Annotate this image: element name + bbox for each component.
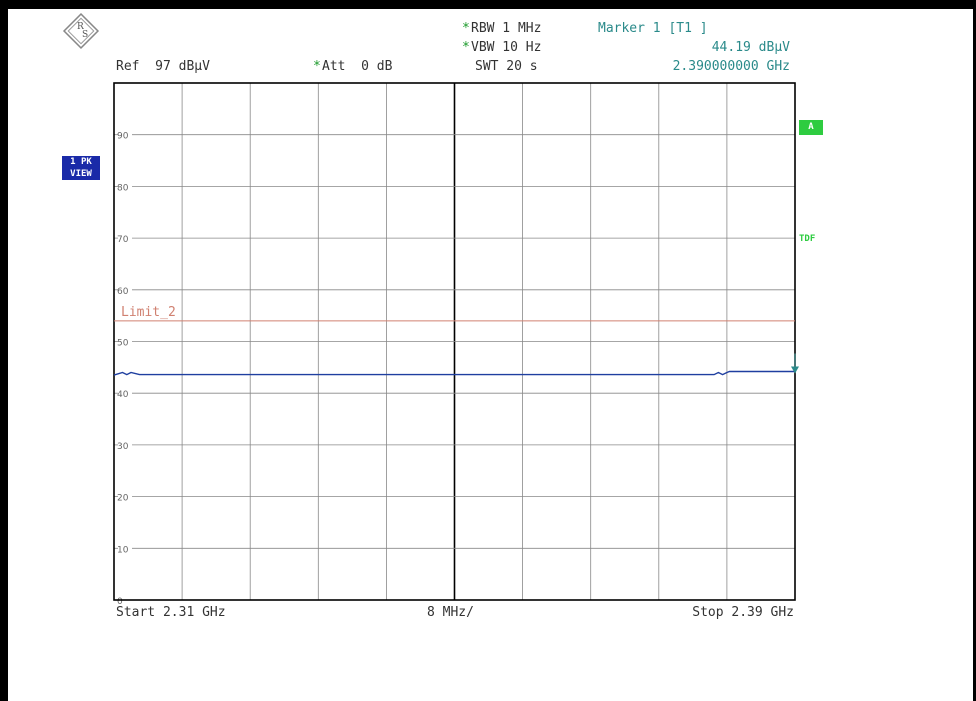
window-left-border <box>0 0 8 701</box>
rbw-label: RBW 1 MHz <box>471 21 542 36</box>
trace-mode-badge: 1 PK VIEW <box>62 156 100 180</box>
y-tick-label: 40 <box>117 390 129 400</box>
y-tick-label: 0 <box>117 597 123 607</box>
start-frequency-label: Start 2.31 GHz <box>116 605 226 620</box>
span-per-div-label: 8 MHz/ <box>427 605 474 620</box>
y-tick-label: 50 <box>117 339 129 349</box>
attenuation-label: Att 0 dB <box>322 59 393 74</box>
tdf-label: TDF <box>799 234 816 244</box>
sweep-time-label: SWT 20 s <box>475 59 538 74</box>
marker-title: Marker 1 [T1 ] <box>598 21 708 36</box>
trace-line <box>113 370 795 376</box>
y-tick-label: 60 <box>117 287 129 297</box>
y-tick-label: 80 <box>117 183 129 193</box>
window-right-border <box>973 0 976 701</box>
ref-level-label: Ref 97 dBµV <box>116 59 210 74</box>
trace-detector-label: 1 PK <box>70 157 92 167</box>
window-top-border <box>0 0 976 9</box>
trigger-a-badge: A <box>799 120 823 135</box>
marker-triangle <box>791 366 799 374</box>
att-star: * <box>313 59 321 74</box>
stop-frequency-label: Stop 2.39 GHz <box>692 605 794 620</box>
trace-view-label: VIEW <box>70 169 92 179</box>
y-tick-label: 10 <box>117 545 129 555</box>
plot-border <box>113 82 796 601</box>
limit-line-label: Limit_2 <box>121 305 176 320</box>
y-tick-label: 30 <box>117 442 129 452</box>
vbw-star: * <box>462 40 470 55</box>
vbw-label: VBW 10 Hz <box>471 40 542 55</box>
marker-frequency: 2.390000000 GHz <box>672 59 790 74</box>
y-tick-label: 70 <box>117 235 129 245</box>
rbw-star: * <box>462 21 470 36</box>
y-tick-label: 20 <box>117 494 129 504</box>
y-tick-label: 90 <box>117 132 129 142</box>
marker-level: 44.19 dBµV <box>711 40 790 55</box>
